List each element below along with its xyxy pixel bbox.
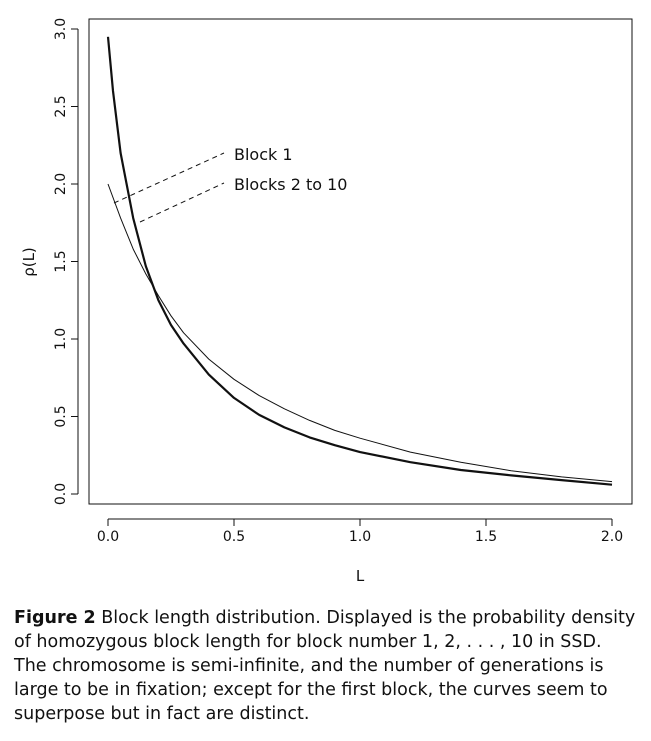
leader-line-block-1: [113, 152, 225, 204]
x-tick-label: 1.0: [349, 529, 371, 545]
y-tick-label: 1.0: [53, 328, 69, 350]
figure-caption: Figure 2 Block length distribution. Disp…: [14, 606, 639, 726]
x-axis-label: L: [356, 567, 365, 585]
line-chart: 0.0 0.5 1.0 1.5 2.0 0.0 0.5 1.0 1.5 2.0 2.5 3.0 Bl…: [20, 18, 633, 585]
series-line-block-1: [107, 183, 613, 483]
x-axis: 0.0 0.5 1.0 1.5 2.0: [97, 518, 623, 545]
x-tick-label: 0.5: [223, 529, 245, 545]
x-tick-label: 2.0: [601, 529, 623, 545]
series-layer: [106, 36, 613, 486]
y-tick-label: 2.0: [53, 173, 69, 195]
x-tick-label: 1.5: [475, 529, 497, 545]
leader-line-blocks-2-10: [139, 182, 225, 223]
y-axis: 0.0 0.5 1.0 1.5 2.0 2.5 3.0: [53, 18, 79, 505]
figure-caption-text: Block length distribution. Displayed is …: [14, 608, 636, 724]
plot-frame: [88, 18, 633, 505]
annotation-blocks-2-10-label: Blocks 2 to 10: [234, 175, 347, 194]
series-line-blocks-2-to-10: [106, 36, 613, 486]
annotation-blocks-2-10: Blocks 2 to 10: [139, 175, 347, 223]
y-tick-label: 2.5: [53, 95, 69, 117]
y-tick-label: 3.0: [53, 18, 69, 40]
y-tick-label: 0.0: [53, 483, 69, 505]
x-tick-label: 0.0: [97, 529, 119, 545]
annotation-block-1: Block 1: [113, 145, 293, 204]
y-tick-label: 1.5: [53, 250, 69, 272]
figure-label: Figure 2: [14, 608, 96, 628]
y-axis-label: ρ(L): [20, 247, 38, 277]
y-tick-label: 0.5: [53, 405, 69, 427]
annotation-block-1-label: Block 1: [234, 145, 293, 164]
